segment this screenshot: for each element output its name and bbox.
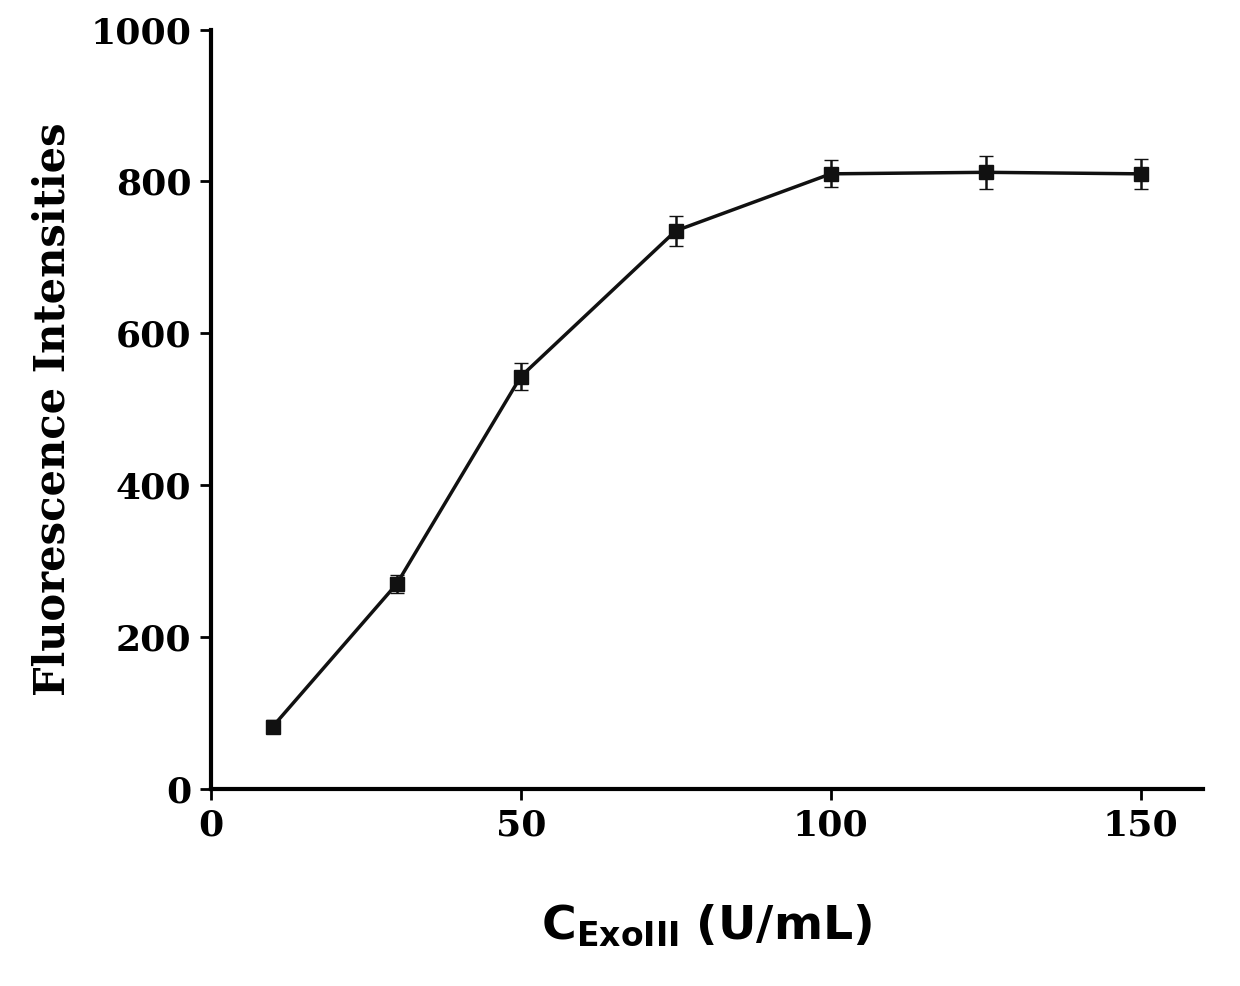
- Text: $\mathbf{C}_{\mathbf{ExoIII}}$ $\mathbf{(U/mL)}$: $\mathbf{C}_{\mathbf{ExoIII}}$ $\mathbf{…: [541, 903, 873, 949]
- Y-axis label: Fluorescence Intensities: Fluorescence Intensities: [32, 122, 73, 696]
